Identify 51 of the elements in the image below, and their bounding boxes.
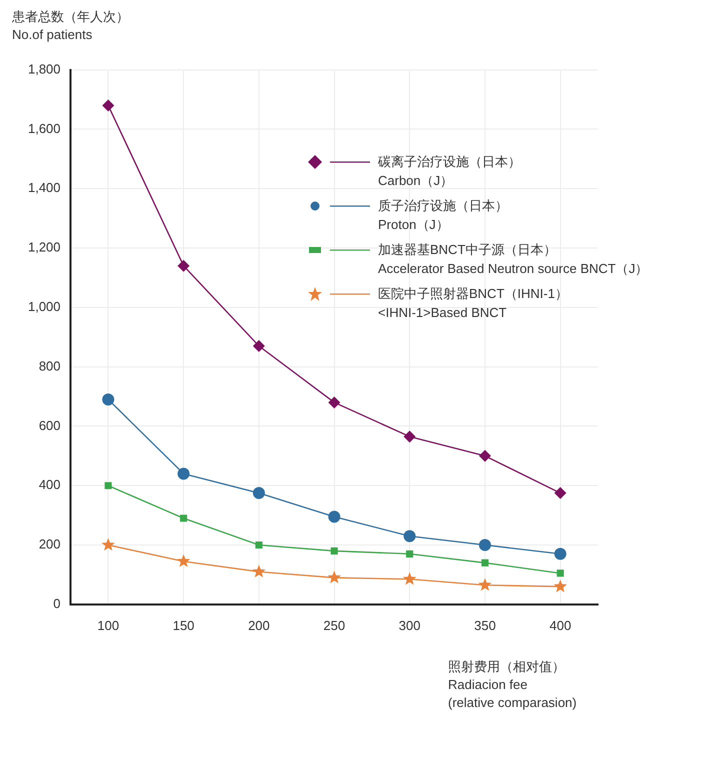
x-tick-label: 300	[398, 618, 420, 633]
y-tick-label: 1,400	[28, 180, 61, 196]
point	[404, 430, 416, 443]
point	[554, 548, 566, 560]
legend-label: 医院中子照射器BNCT（IHNI-1） <IHNI-1>Based BNCT	[378, 285, 568, 322]
y-tick-label: 800	[38, 358, 61, 374]
y-tick-label: 1,000	[28, 298, 61, 314]
y-tick-label: 0	[53, 596, 61, 611]
point	[404, 530, 416, 542]
y-tick-label: 1,800	[28, 61, 61, 76]
point	[102, 538, 115, 551]
point	[406, 550, 414, 558]
x-tick-label: 400	[549, 618, 572, 633]
point	[554, 487, 566, 500]
x-tick-label: 350	[474, 618, 496, 633]
x-axis-title: 照射费用（相对值） Radiacion fee (relative comparasion)	[448, 658, 578, 712]
y-tick-label: 600	[38, 418, 61, 433]
point	[328, 510, 340, 523]
x-tick-label: 150	[172, 618, 194, 633]
point	[328, 570, 341, 584]
point	[330, 547, 338, 554]
y-tick-label: 200	[38, 536, 61, 552]
point	[556, 570, 564, 577]
point	[255, 541, 262, 549]
y-tick-label: 400	[38, 477, 61, 492]
point	[178, 260, 190, 272]
x-tick-label: 250	[323, 618, 346, 633]
y-axis-title: 患者总数（年人次） No.of patients	[12, 8, 130, 44]
point	[178, 468, 190, 480]
point	[252, 487, 265, 500]
legend-label: 碳离子治疗设施（日本） Carbon（J）	[378, 153, 521, 190]
y-tick-label: 1,200	[28, 240, 61, 255]
point	[478, 539, 491, 551]
point	[252, 340, 265, 352]
point	[481, 559, 489, 566]
legend-label: 加速器基BNCT中子源（日本） Accelerator Based Neutron source BNCT（J）	[378, 241, 648, 278]
point	[554, 580, 567, 592]
point	[252, 564, 266, 578]
point	[104, 482, 112, 490]
legend-label: 质子治疗设施（日本） Proton（J）	[378, 197, 508, 234]
point	[102, 99, 114, 112]
point	[328, 396, 340, 408]
point	[102, 393, 114, 406]
x-tick-label: 200	[248, 618, 270, 633]
point	[402, 572, 416, 585]
y-tick-label: 1,600	[28, 120, 61, 136]
x-tick-label: 100	[97, 618, 120, 633]
point	[478, 450, 491, 462]
point	[180, 514, 188, 522]
point	[478, 578, 492, 591]
point	[176, 554, 190, 567]
